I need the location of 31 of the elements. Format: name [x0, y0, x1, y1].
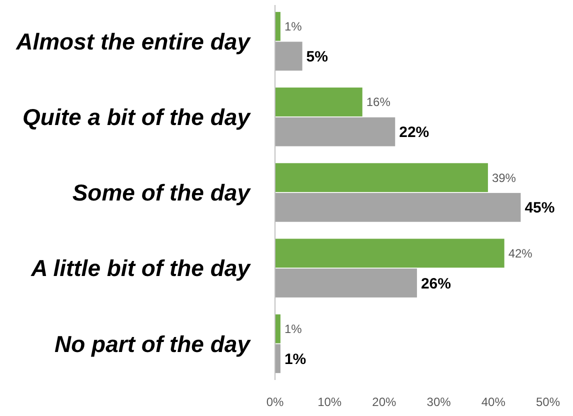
bar	[275, 42, 302, 71]
data-label: 26%	[420, 275, 451, 292]
bar	[275, 238, 504, 268]
bar	[275, 192, 521, 222]
data-label: 22%	[399, 124, 430, 142]
data-label: 1%	[284, 350, 306, 368]
data-label: 45%	[524, 200, 555, 217]
bar	[275, 12, 280, 41]
y-tick-label: A little bit of the day	[30, 255, 252, 282]
bar	[275, 344, 280, 374]
y-tick-label: No part of the day	[54, 330, 252, 357]
data-label: 5%	[306, 48, 328, 66]
data-label: 39%	[492, 170, 516, 185]
x-tick-label: 20%	[372, 395, 397, 409]
bar	[275, 117, 396, 146]
y-tick-label: Almost the entire day	[15, 28, 252, 54]
bar	[275, 314, 280, 344]
data-label: 1%	[284, 20, 302, 34]
bar	[275, 268, 417, 298]
y-tick-label: Quite a bit of the day	[22, 104, 252, 130]
bar	[275, 88, 362, 116]
bar	[275, 163, 488, 192]
x-tick-label: 10%	[318, 395, 342, 409]
y-tick-label: Some of the day	[72, 180, 252, 206]
x-tick-label: 50%	[536, 395, 560, 409]
x-tick-label: 40%	[481, 395, 506, 409]
data-label: 1%	[284, 322, 302, 336]
x-tick-label: 30%	[426, 395, 452, 409]
data-label: 42%	[508, 246, 533, 260]
x-tick-label: 0%	[266, 395, 284, 409]
data-label: 16%	[366, 95, 391, 110]
